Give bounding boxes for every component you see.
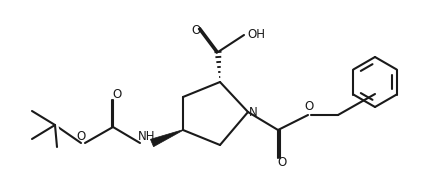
Text: O: O [277, 157, 286, 169]
Text: O: O [304, 100, 314, 114]
Text: NH: NH [138, 130, 156, 143]
Text: O: O [191, 25, 201, 37]
Text: OH: OH [247, 27, 265, 41]
Text: O: O [112, 88, 122, 102]
Text: N: N [249, 106, 257, 118]
Polygon shape [151, 130, 183, 147]
Text: O: O [76, 130, 85, 143]
